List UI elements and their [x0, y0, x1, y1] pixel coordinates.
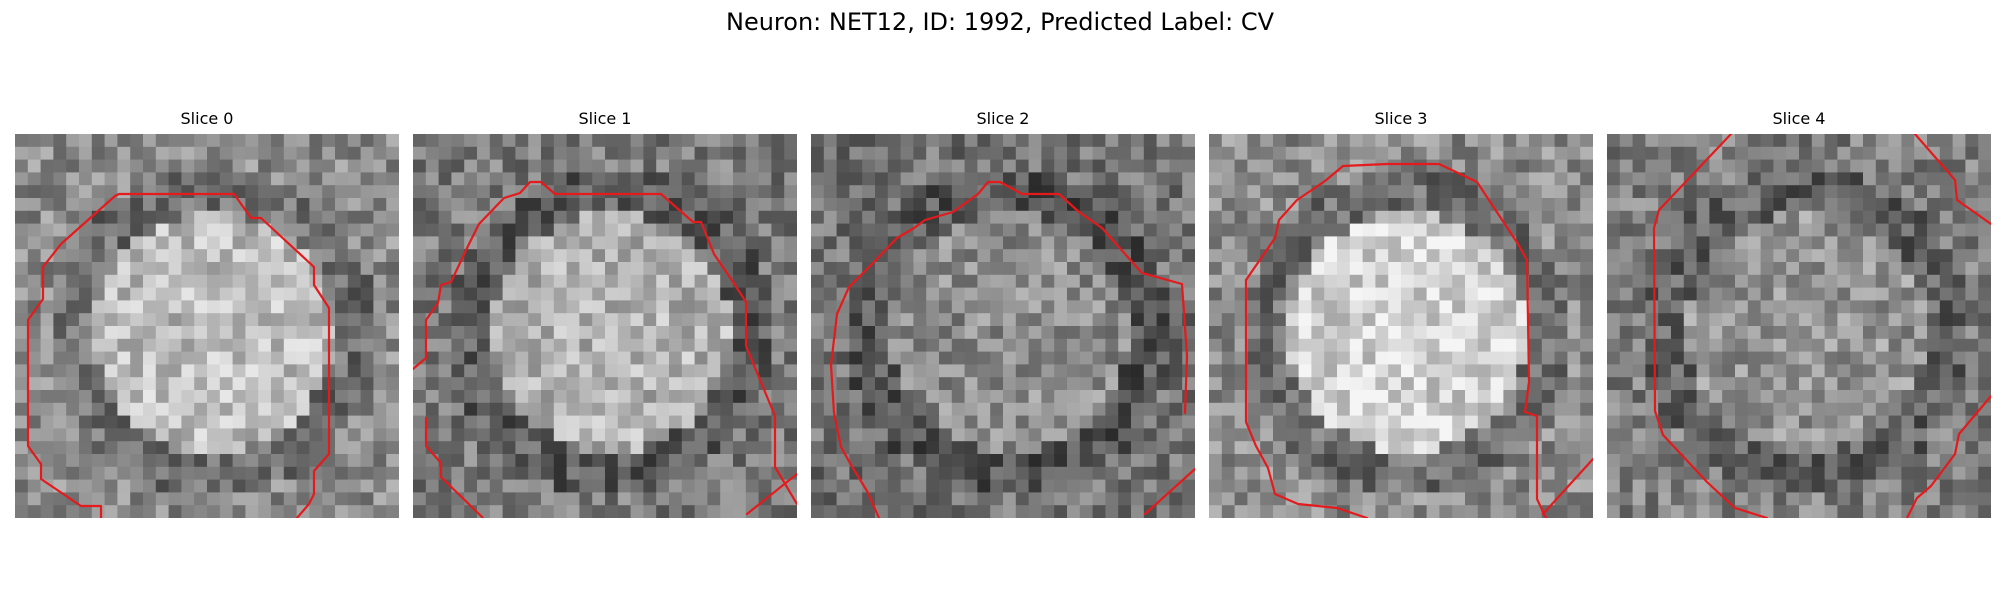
roi-contour [26, 194, 117, 518]
slice-image [1209, 134, 1593, 518]
roi-contour [1652, 134, 1769, 518]
slice-image [413, 134, 797, 518]
slice-title: Slice 2 [976, 109, 1030, 128]
figure-title: Neuron: NET12, ID: 1992, Predicted Label… [726, 8, 1274, 36]
roi-contour [1913, 134, 1991, 226]
roi-contour [829, 312, 881, 518]
roi-contour [1244, 278, 1369, 518]
roi-contour [1244, 162, 1548, 518]
slice-image [15, 134, 399, 518]
roi-contour [745, 472, 797, 516]
slice-image [1607, 134, 1991, 518]
roi-contour [113, 192, 331, 518]
roi-contour [424, 416, 485, 518]
slice-title: Slice 3 [1374, 109, 1428, 128]
roi-contour [835, 180, 1189, 415]
slice-image [811, 134, 1195, 518]
roi-contour [1541, 457, 1593, 516]
slice-title: Slice 1 [578, 109, 632, 128]
slice-title: Slice 4 [1772, 109, 1826, 128]
slice-title: Slice 0 [180, 109, 234, 128]
roi-contour [1143, 467, 1195, 516]
roi-contour [413, 180, 797, 506]
roi-contour [1905, 394, 1991, 518]
